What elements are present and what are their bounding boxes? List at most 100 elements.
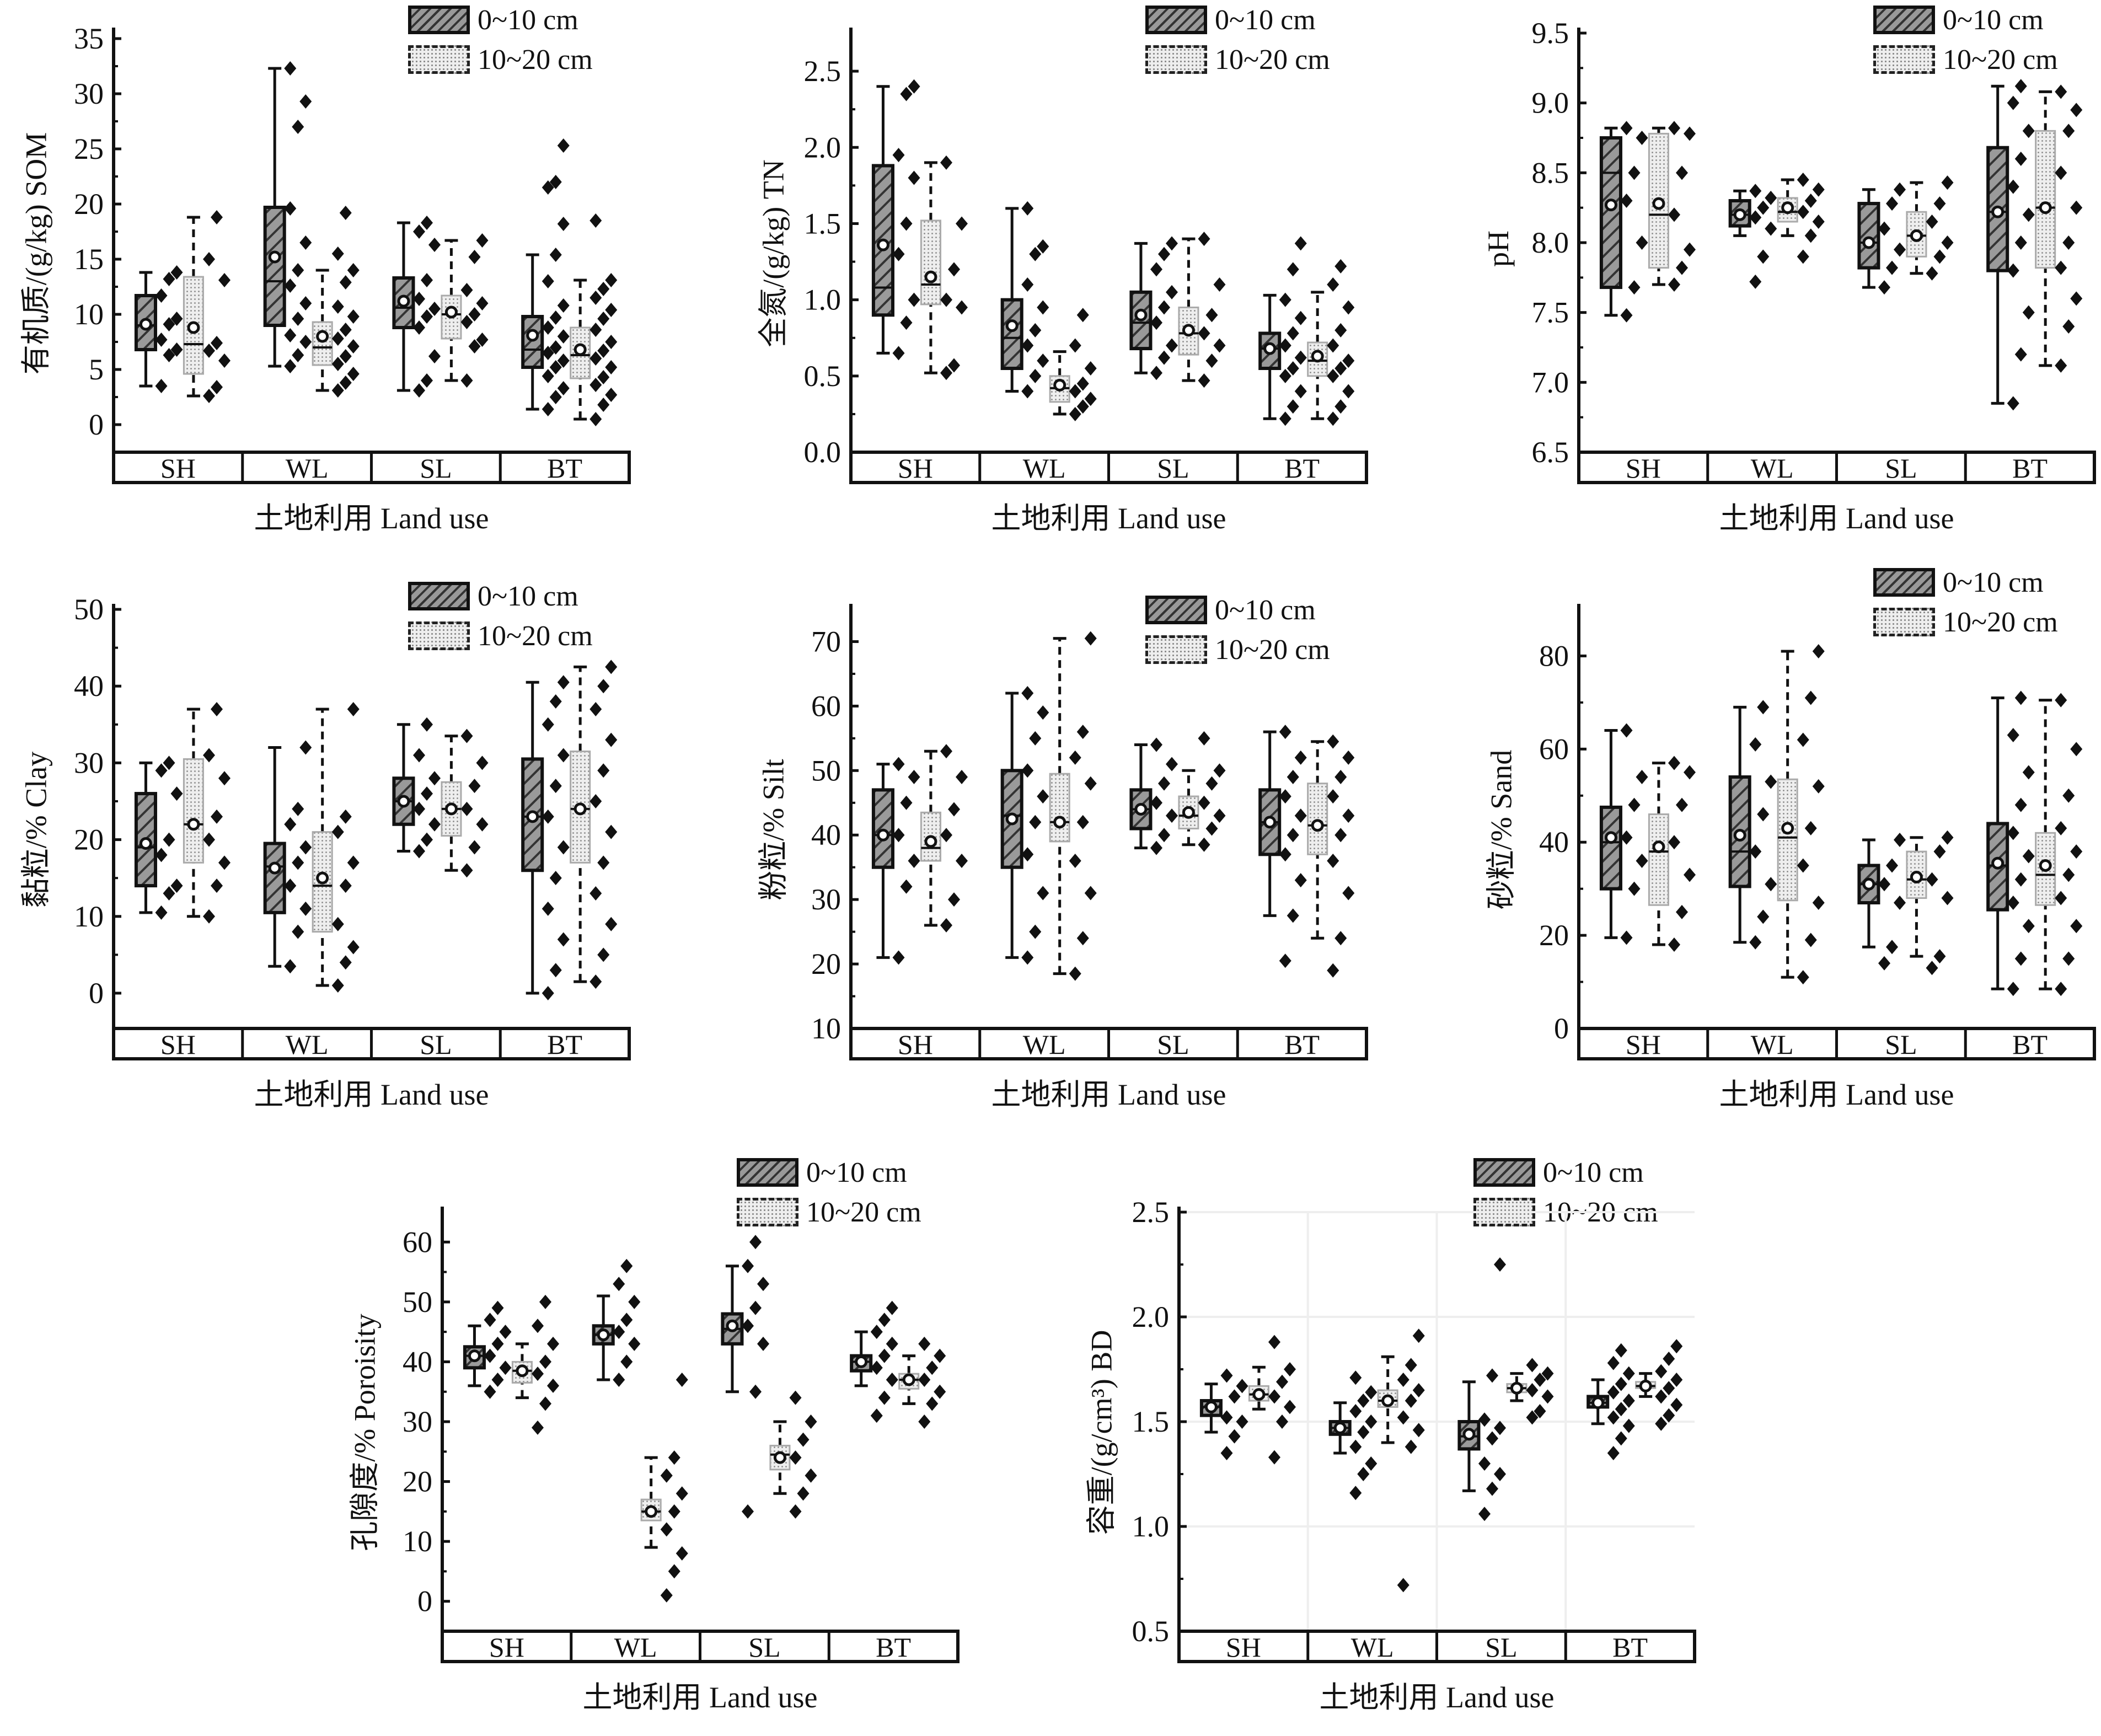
data-point	[1357, 1467, 1370, 1481]
box-BT-0-10cm	[1258, 725, 1307, 968]
box-WL-10-20cm	[1777, 173, 1825, 264]
data-point	[918, 1336, 931, 1351]
data-point	[1287, 399, 1299, 414]
data-point	[1205, 821, 1218, 836]
mean-marker	[1182, 806, 1195, 819]
data-point	[1797, 205, 1809, 219]
data-point	[589, 886, 602, 901]
data-point	[155, 288, 168, 303]
data-point	[1029, 731, 1042, 746]
mean-marker	[468, 1349, 481, 1363]
data-point	[1812, 644, 1825, 658]
data-point	[2022, 207, 2035, 222]
data-point	[1021, 686, 1034, 700]
data-point	[1941, 175, 1954, 190]
legend-item: 10~20 cm	[408, 40, 593, 79]
data-point	[413, 748, 426, 763]
data-point	[1812, 215, 1825, 229]
data-point	[1294, 310, 1307, 325]
data-point	[620, 1312, 633, 1327]
mean-marker	[924, 270, 937, 283]
data-point	[1287, 770, 1299, 784]
legend-item: 10~20 cm	[1145, 40, 1330, 79]
data-point	[339, 878, 352, 893]
data-point	[1757, 807, 1770, 822]
data-point	[908, 79, 920, 94]
data-point	[757, 1336, 770, 1351]
y-tick-label: 10	[403, 1525, 432, 1558]
data-point	[757, 1277, 770, 1292]
category-label: SH	[160, 453, 196, 484]
data-point	[1279, 368, 1291, 383]
data-point	[542, 346, 554, 360]
data-point	[1069, 750, 1081, 765]
mean-marker	[876, 238, 889, 251]
y-tick-label: 6.5	[1532, 436, 1569, 469]
data-point	[557, 381, 570, 395]
data-point	[597, 855, 610, 870]
legend: 0~10 cm 10~20 cm	[1145, 0, 1330, 79]
data-point	[1749, 935, 1762, 950]
data-point	[1397, 1410, 1409, 1425]
mean-marker	[924, 835, 937, 848]
data-point	[1628, 165, 1641, 180]
data-point	[1021, 763, 1034, 778]
data-point	[1405, 1394, 1417, 1408]
data-point	[1749, 737, 1762, 752]
box-SH-0-10cm	[1599, 723, 1648, 945]
data-point	[284, 328, 297, 342]
box	[1599, 805, 1622, 891]
data-point	[163, 348, 175, 362]
data-point	[218, 273, 231, 287]
y-tick-label: 30	[74, 746, 104, 779]
data-point	[1486, 1431, 1499, 1446]
data-point	[1668, 835, 1680, 850]
data-point	[460, 801, 473, 816]
mean-marker	[1652, 840, 1665, 854]
data-point	[2014, 79, 2027, 94]
data-point	[421, 717, 433, 732]
data-point	[1198, 326, 1210, 341]
data-point	[1158, 776, 1171, 791]
category-label: SL	[1157, 1029, 1189, 1060]
mean-marker	[902, 1373, 915, 1386]
data-point	[1757, 700, 1770, 715]
data-point	[605, 360, 618, 374]
data-point	[1926, 961, 1938, 976]
box	[1049, 773, 1070, 843]
data-point	[1166, 236, 1178, 251]
data-point	[211, 336, 223, 350]
data-point	[2014, 152, 2027, 166]
mean-marker	[268, 250, 281, 264]
data-point	[2014, 235, 2027, 250]
data-point	[1655, 1416, 1668, 1431]
data-point	[2055, 891, 2067, 905]
plot: 0 10 20 30 40 50 SH WL SL BT	[74, 593, 631, 1060]
data-point	[421, 786, 433, 801]
mean-marker	[1311, 819, 1324, 832]
data-point	[1084, 361, 1097, 376]
data-point	[1021, 847, 1034, 862]
data-point	[1636, 131, 1648, 145]
y-tick-label: 20	[403, 1465, 432, 1498]
y-tick-label: 20	[1539, 919, 1569, 952]
data-point	[589, 213, 602, 228]
y-tick-label: 2.0	[1132, 1300, 1170, 1333]
data-point	[1166, 808, 1178, 823]
data-point	[1365, 1414, 1378, 1429]
legend-swatch-dotted	[408, 621, 470, 650]
box	[183, 758, 204, 864]
mean-marker	[397, 795, 410, 808]
data-point	[605, 660, 618, 674]
data-point	[940, 292, 952, 307]
data-point	[1797, 970, 1809, 985]
data-point	[542, 320, 554, 335]
data-point	[1620, 194, 1633, 208]
data-point	[749, 1300, 762, 1315]
data-point	[292, 924, 304, 939]
data-point	[2062, 951, 2075, 966]
data-point	[597, 763, 610, 778]
mean-marker	[1862, 877, 1875, 891]
data-point	[476, 296, 489, 310]
data-point	[1166, 338, 1178, 353]
